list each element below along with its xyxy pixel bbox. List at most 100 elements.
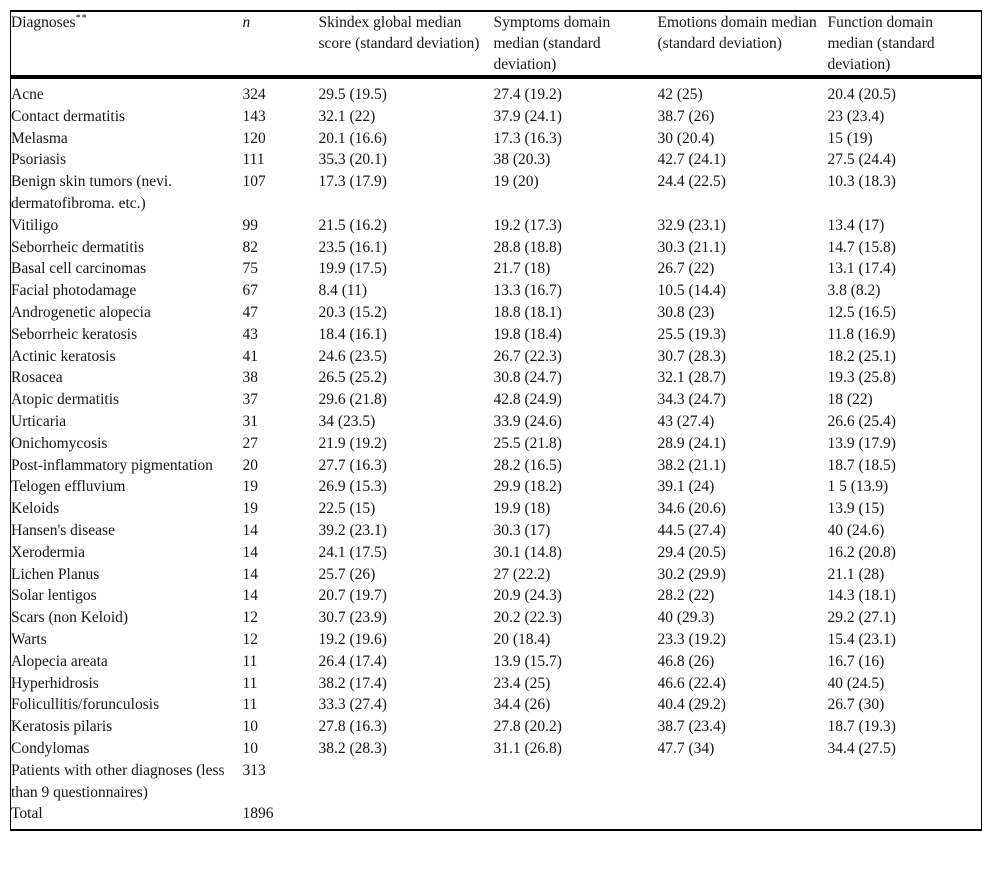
table-cell: 20.3 (15.2) xyxy=(318,303,387,321)
table-row: Atopic dermatitis 37 29.6 (21.8) 42.8 (24.9… xyxy=(11,389,982,411)
table-row: Keloids 19 22.5 (15) 19.9 (18) 34.6 (20.6) 13… xyxy=(11,498,982,520)
table-cell: 32.1 (28.7) xyxy=(657,369,726,387)
table-cell: 12 xyxy=(242,630,259,648)
table-cell: 18.7 (18.5) xyxy=(827,456,896,474)
table-cell: 43 (27.4) xyxy=(657,412,715,430)
table-cell: Telogen effluvium xyxy=(11,478,126,496)
table-cell xyxy=(494,760,658,804)
table-cell: 20 (18.4) xyxy=(493,630,551,648)
table-row: Hyperhidrosis 11 38.2 (17.4) 23.4 (25) 46.6 … xyxy=(11,673,982,695)
table-cell: 27 xyxy=(242,434,259,452)
table-cell: 23.3 (19.2) xyxy=(657,630,726,648)
table-cell: 19 (20) xyxy=(493,173,539,191)
table-cell: 11 xyxy=(242,652,258,670)
table-cell: 32.1 (22) xyxy=(318,107,376,125)
table-row: Seborrheic keratosis 43 18.4 (16.1) 19.8 (1… xyxy=(11,324,982,346)
col-header-symptoms-domain: Symptoms domain median (standard deviati… xyxy=(493,11,658,79)
col-header-skindex-global: Skindex global median score (standard de… xyxy=(318,11,494,79)
table-cell: 12 xyxy=(242,609,259,627)
table-cell: 38.2 (21.1) xyxy=(657,456,726,474)
table-cell: Warts xyxy=(11,630,47,648)
table-cell: 11 xyxy=(242,674,258,692)
table-cell: 13.9 (15.7) xyxy=(493,652,562,670)
table-cell: 27.8 (20.2) xyxy=(493,718,562,736)
table-row: Rosacea 38 26.5 (25.2) 30.8 (24.7) 32.1 (28.… xyxy=(11,367,982,389)
table-cell: 29.4 (20.5) xyxy=(657,543,726,561)
table-cell: Post-inflammatory pigmentation xyxy=(11,456,213,474)
table-cell: 25.7 (26) xyxy=(318,565,376,583)
table-cell: 32.9 (23.1) xyxy=(657,216,726,234)
table-cell: 29.9 (18.2) xyxy=(493,478,562,496)
table-cell: 19.9 (17.5) xyxy=(318,260,387,278)
table-row: Condylomas 10 38.2 (28.3) 31.1 (26.8) 47.7 (… xyxy=(11,738,982,760)
table-cell: 18.2 (25.1) xyxy=(827,347,896,365)
table-cell: 26.7 (22) xyxy=(657,260,715,278)
table-cell: 33.3 (27.4) xyxy=(318,696,387,714)
table-cell: 19 xyxy=(242,500,259,518)
table-cell: Scars (non Keloid) xyxy=(11,609,129,627)
table-cell: 30.3 (21.1) xyxy=(657,238,726,256)
table-row: Total 1896 xyxy=(11,803,982,830)
footnote-marker: ** xyxy=(75,12,88,24)
table-row: Facial photodamage 67 8.4 (11) 13.3 (16.7) 1… xyxy=(11,280,982,302)
table-cell: Urticaria xyxy=(11,412,67,430)
table-cell: 26.9 (15.3) xyxy=(318,478,387,496)
table-cell: 38.7 (23.4) xyxy=(657,718,726,736)
table-cell: 34.3 (24.7) xyxy=(657,391,726,409)
table-cell: 33.9 (24.6) xyxy=(493,412,562,430)
table-cell: 14 xyxy=(242,543,259,561)
table-cell: 14 xyxy=(242,587,259,605)
table-cell: Facial photodamage xyxy=(11,282,137,300)
table-cell: 13.1 (17.4) xyxy=(827,260,896,278)
table-cell: Seborrheic dermatitis xyxy=(11,238,144,256)
table-cell: 35.3 (20.1) xyxy=(318,151,387,169)
table-cell: 27 (22.2) xyxy=(493,565,551,583)
table-cell: Vitiligo xyxy=(11,216,59,234)
table-cell: 67 xyxy=(242,282,259,300)
table-cell: Onichomycosis xyxy=(11,434,108,452)
table-body: Acne 324 29.5 (19.5) 27.4 (19.2) 42 (25) 20.4… xyxy=(11,77,982,830)
table-cell: 34.4 (26) xyxy=(493,696,551,714)
table-cell: Total xyxy=(11,805,43,823)
table-row: Basal cell carcinomas 75 19.9 (17.5) 21.7 (… xyxy=(11,258,982,280)
table-cell: 26.7 (30) xyxy=(827,696,885,714)
table-cell: 31.1 (26.8) xyxy=(493,739,562,757)
table-cell: 1 5 (13.9) xyxy=(827,478,889,496)
table-cell: Hyperhidrosis xyxy=(11,674,99,692)
table-cell: 10.5 (14.4) xyxy=(657,282,726,300)
table-cell: 20.9 (24.3) xyxy=(493,587,562,605)
table-cell: 41 xyxy=(242,347,259,365)
table-row: Seborrheic dermatitis 82 23.5 (16.1) 28.8 (… xyxy=(11,237,982,259)
table-header: Diagnoses** n Skindex global median scor… xyxy=(10,11,982,79)
table-cell: 40.4 (29.2) xyxy=(657,696,726,714)
table-cell: 47 xyxy=(242,303,259,321)
table-cell: 37 xyxy=(242,391,259,409)
table-cell: 13.9 (17.9) xyxy=(827,434,896,452)
table-cell: 19.2 (17.3) xyxy=(493,216,562,234)
table-cell: 18.7 (19.3) xyxy=(827,718,896,736)
table-cell: 21.7 (18) xyxy=(493,260,551,278)
table-cell: 21.1 (28) xyxy=(827,565,885,583)
table-cell: 13.3 (16.7) xyxy=(493,282,562,300)
table-cell: 38.2 (17.4) xyxy=(318,674,387,692)
table-cell: 27.8 (16.3) xyxy=(318,718,387,736)
table-cell: 38 xyxy=(242,369,259,387)
table-cell xyxy=(658,803,828,830)
table-cell: 19.9 (18) xyxy=(493,500,551,518)
table-cell: 120 xyxy=(242,129,266,147)
table-cell: Keloids xyxy=(11,500,60,518)
table-row: Urticaria 31 34 (23.5) 33.9 (24.6) 43 (27.4)… xyxy=(11,411,982,433)
table-cell: 28.2 (16.5) xyxy=(493,456,562,474)
table-cell: 30.2 (29.9) xyxy=(657,565,726,583)
table-row: Androgenetic alopecia 47 20.3 (15.2) 18.8 (… xyxy=(11,302,982,324)
table-cell: 20.2 (22.3) xyxy=(493,609,562,627)
table-cell xyxy=(319,760,494,804)
table-cell: 40 (24.6) xyxy=(827,521,885,539)
table-cell: 14.3 (18.1) xyxy=(827,587,896,605)
table-cell: 19.2 (19.6) xyxy=(318,630,387,648)
table-row: Folicullitis/forunculosis 11 33.3 (27.4) 34… xyxy=(11,694,982,716)
table-cell: 3.8 (8.2) xyxy=(827,282,881,300)
col-header-diagnoses-label: Diagnoses xyxy=(11,14,76,31)
table-cell: Alopecia areata xyxy=(11,652,108,670)
table-cell: 15 (19) xyxy=(827,129,873,147)
